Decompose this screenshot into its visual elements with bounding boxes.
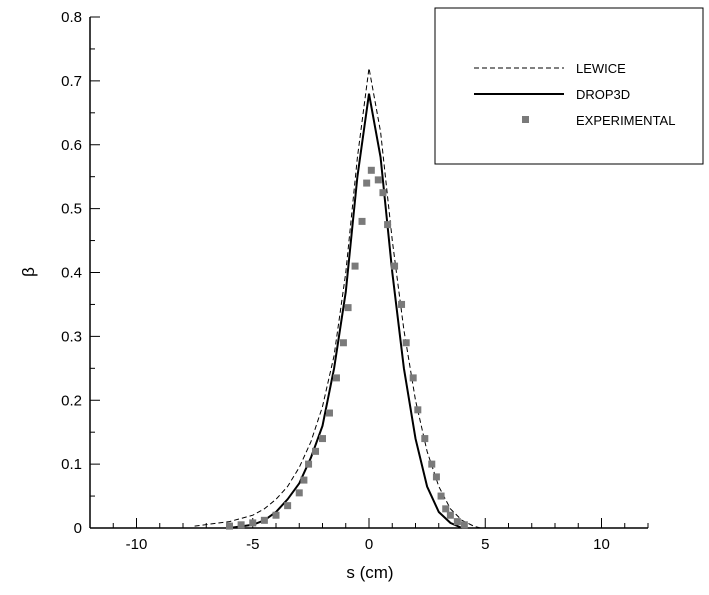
experimental-point [442,505,450,513]
legend-box [434,7,704,165]
x-axis-title: s (cm) [346,563,393,582]
experimental-point [226,522,233,530]
y-tick-label: 0.2 [61,392,82,409]
experimental-point [237,521,245,529]
experimental-point [398,300,406,308]
experimental-point [460,521,468,529]
y-tick-label: 0.5 [61,201,82,218]
experimental-point [295,489,303,497]
legend-label: EXPERIMENTAL [576,113,675,128]
legend-label: DROP3D [576,87,630,102]
experimental-point [319,435,326,443]
series-layer [194,68,481,530]
y-tick-label: 0.4 [61,265,82,282]
experimental-point [367,166,375,174]
experimental-point [312,447,320,455]
experimental-point [300,476,308,484]
experimental-point [379,189,387,197]
legend-label: LEWICE [576,61,626,76]
experimental-point [391,262,399,270]
experimental-point [437,492,445,500]
experimental-point [428,460,436,468]
experimental-point [453,518,461,526]
experimental-point [363,179,371,187]
x-tick-label: 0 [365,536,373,553]
series-lewice-line [194,68,481,529]
y-tick-label: 0.1 [61,456,82,473]
y-tick-label: 0 [74,520,82,537]
y-tick-label: 0.3 [61,328,82,345]
experimental-point [332,374,340,382]
series-experimental-markers [226,166,468,530]
experimental-point [409,374,417,382]
experimental-point [284,502,292,510]
y-tick-label: 0.7 [61,73,82,90]
legend-marker-experimental [522,116,529,123]
legend: LEWICE DROP3D EXPERIMENTAL [434,7,704,165]
x-tick-label: -10 [126,536,148,553]
experimental-point [358,217,366,225]
experimental-point [402,339,410,347]
experimental-point [374,176,382,184]
experimental-point [325,409,333,417]
experimental-point [384,221,392,229]
experimental-point [272,511,280,519]
experimental-point [446,511,454,519]
x-tick-label: -5 [246,536,259,553]
experimental-point [351,262,359,270]
experimental-point [249,519,257,527]
y-axis-title: β [19,267,38,277]
series-drop3d-line [229,93,463,529]
experimental-point [344,304,352,312]
experimental-point [432,473,440,481]
experimental-point [421,435,429,443]
axes: -10 -5 0 5 10 0 0.1 0.2 0.3 0.4 0.5 0.6 0.7 0.8 [61,9,649,553]
experimental-point [339,339,347,347]
x-tick-label: 10 [593,536,610,553]
experimental-point [260,516,268,524]
y-tick-label: 0.6 [61,137,82,154]
y-tick-label: 0.8 [61,9,82,26]
x-tick-label: 5 [481,536,489,553]
experimental-point [414,406,422,414]
experimental-point [305,460,313,468]
